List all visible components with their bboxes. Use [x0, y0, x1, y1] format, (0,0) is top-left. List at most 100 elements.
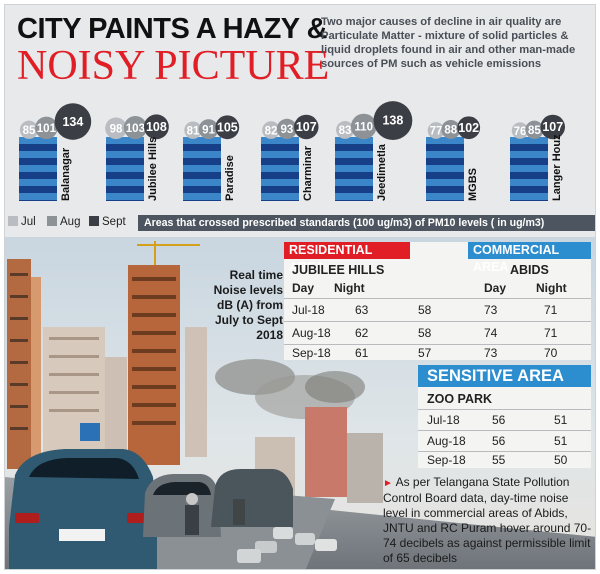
- residential-col-day: Day: [292, 281, 315, 295]
- location-charminar: 82 93 107 Charminar: [261, 114, 319, 201]
- residential-row-3-day: 61: [355, 346, 369, 360]
- sensitive-row-1-day: 56: [492, 413, 506, 427]
- tower-stripe: [19, 172, 57, 179]
- legend-jul-label: Jul: [21, 216, 36, 228]
- sensitive-row-2-month: Aug-18: [427, 434, 466, 448]
- commercial-header: COMMERCIAL AREA: [468, 242, 591, 274]
- residential-row-2-day: 62: [355, 326, 369, 340]
- tower-stripe: [335, 165, 373, 172]
- location-jubilee-hills: 98 103 108 Jubilee Hills: [105, 114, 169, 201]
- sensitive-row-3-day: 55: [492, 453, 506, 467]
- residential-row-1-month: Jul-18: [292, 303, 325, 317]
- residential-row-1-night: 58: [418, 303, 432, 317]
- tower-stripe: [183, 137, 221, 144]
- pm10-value-aug: 85: [528, 125, 541, 137]
- title-line-1: CITY PAINTS A HAZY &: [17, 13, 328, 45]
- pm10-circle-aug: [441, 119, 461, 139]
- pm10-circle-jul: [511, 122, 529, 139]
- tower-stripe: [426, 172, 464, 179]
- legend-aug-swatch: [47, 216, 57, 226]
- location-mgbs: 77 88 102 MGBS: [426, 116, 481, 201]
- tower-stripe: [183, 179, 221, 186]
- commercial-col-night: Night: [536, 281, 567, 295]
- sensitive-row-2-day: 56: [492, 434, 506, 448]
- residential-row-1-day: 63: [355, 303, 369, 317]
- tower-stripe: [426, 193, 464, 200]
- pm10-value-aug: 110: [354, 122, 373, 134]
- tower-stripe: [426, 186, 464, 193]
- residential-row-3-month: Sep-18: [292, 346, 331, 360]
- legend-aug: Aug: [47, 216, 80, 228]
- tower-stripe: [19, 137, 57, 144]
- pm10-value-sept: 134: [62, 115, 83, 129]
- sensitive-row-1-night: 51: [554, 413, 568, 427]
- tower-stripe: [261, 179, 299, 186]
- tower-stripe: [183, 200, 221, 201]
- tower-stripe: [106, 137, 144, 144]
- tower-stripe: [106, 200, 144, 201]
- location-jeedimetla: 83 110 138 Jeedimetla: [335, 101, 413, 201]
- tower-stripe: [510, 186, 548, 193]
- footnote: ► As per Telangana State Pollution Contr…: [383, 475, 593, 566]
- intro-text: Two major causes of decline in air quali…: [321, 16, 576, 70]
- residential-col-night: Night: [334, 281, 365, 295]
- tower-stripe: [426, 200, 464, 201]
- car-foreground: [9, 449, 157, 569]
- pm10-circle-sept: [540, 114, 566, 140]
- tower-stripe: [261, 186, 299, 193]
- pm10-circle-sept: [294, 114, 319, 140]
- tower-stripe: [106, 158, 144, 165]
- tower-stripe: [19, 144, 57, 151]
- pm10-value-sept: 108: [146, 120, 167, 134]
- legend-jul: Jul: [8, 216, 36, 228]
- tower-stripe: [426, 144, 464, 151]
- tower-stripe: [19, 179, 57, 186]
- category-label: Jubilee Hills: [147, 137, 159, 201]
- legend-sept-swatch: [89, 216, 99, 226]
- noise-table: RESIDENTIAL AREA COMMERCIAL AREA JUBILEE…: [284, 242, 591, 360]
- tower-stripe: [106, 151, 144, 158]
- tower-stripe: [335, 158, 373, 165]
- sensitive-location: ZOO PARK: [427, 392, 493, 406]
- tower-stripe: [106, 193, 144, 200]
- tower-stripe: [261, 200, 299, 201]
- tower-stripe: [183, 144, 221, 151]
- pm10-value-sept: 138: [382, 114, 403, 128]
- tower-stripe: [510, 144, 548, 151]
- residential-location: JUBILEE HILLS: [292, 263, 385, 277]
- legend-aug-label: Aug: [60, 216, 81, 228]
- pm10-circle-sept: [215, 115, 240, 140]
- tower-stripe: [183, 151, 221, 158]
- tower-stripe: [510, 151, 548, 158]
- residential-row-2-night: 58: [418, 326, 432, 340]
- commercial-location: ABIDS: [510, 263, 549, 277]
- tower-stripe: [19, 193, 57, 200]
- tower-stripe: [106, 172, 144, 179]
- tower-stripe: [19, 165, 57, 172]
- location-paradise: 81 91 105 Paradise: [183, 115, 240, 201]
- tower-stripe: [106, 186, 144, 193]
- tower-stripe: [510, 137, 548, 144]
- tower-stripe: [335, 200, 373, 201]
- tower-stripe: [426, 165, 464, 172]
- commercial-row-2-night: 71: [544, 326, 558, 340]
- pm10-circle-aug: [276, 118, 298, 140]
- pm10-circle-sept: [54, 103, 92, 140]
- tower-stripe: [183, 158, 221, 165]
- tower-stripe: [426, 137, 464, 144]
- pm10-circle-aug: [198, 119, 219, 139]
- tower-stripe: [261, 158, 299, 165]
- tower-stripe: [183, 193, 221, 200]
- category-label: Langer Houz: [551, 134, 563, 201]
- tower-stripe: [335, 193, 373, 200]
- pm10-circle-aug: [35, 116, 58, 140]
- category-label: Paradise: [224, 155, 236, 201]
- pm10-circle-sept: [373, 101, 413, 140]
- title-line-2: NOISY PICTURE: [17, 43, 330, 89]
- tower-stripe: [19, 158, 57, 165]
- pm10-circle-jul: [262, 121, 280, 139]
- pm10-value-jul: 83: [339, 125, 352, 137]
- pm10-value-aug: 101: [37, 123, 57, 135]
- pm10-value-aug: 103: [126, 123, 145, 135]
